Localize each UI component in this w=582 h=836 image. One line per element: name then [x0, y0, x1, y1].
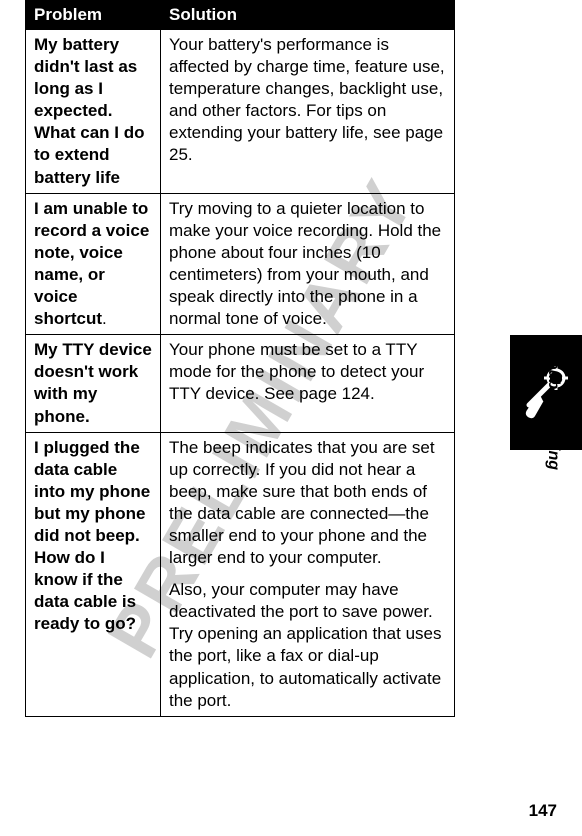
header-solution: Solution: [161, 1, 455, 30]
header-problem: Problem: [26, 1, 161, 30]
problem-cell: My battery didn't last as long as I expe…: [26, 30, 161, 194]
troubleshooting-table: Problem Solution My battery didn't last …: [25, 0, 455, 717]
solution-paragraph-2: Also, your computer may have deactivated…: [169, 579, 446, 712]
solution-paragraph-1: The beep indicates that you are set up c…: [169, 437, 446, 570]
table-row: I plugged the data cable into my phone b…: [26, 432, 455, 716]
problem-cell: I plugged the data cable into my phone b…: [26, 432, 161, 716]
table-row: My TTY device doesn't work with my phone…: [26, 335, 455, 432]
solution-cell: Try moving to a quieter location to make…: [161, 193, 455, 335]
problem-trailing: .: [102, 309, 107, 328]
table-row: I am unable to record a voice note, voic…: [26, 193, 455, 335]
page-number: 147: [529, 801, 557, 821]
table-row: My battery didn't last as long as I expe…: [26, 30, 455, 194]
solution-cell: Your phone must be set to a TTY mode for…: [161, 335, 455, 432]
problem-cell: My TTY device doesn't work with my phone…: [26, 335, 161, 432]
solution-cell: The beep indicates that you are set up c…: [161, 432, 455, 716]
problem-bold: I am unable to record a voice note, voic…: [34, 199, 149, 328]
main-content: Problem Solution My battery didn't last …: [0, 0, 582, 717]
problem-cell: I am unable to record a voice note, voic…: [26, 193, 161, 335]
solution-cell: Your battery's performance is affected b…: [161, 30, 455, 194]
table-header-row: Problem Solution: [26, 1, 455, 30]
